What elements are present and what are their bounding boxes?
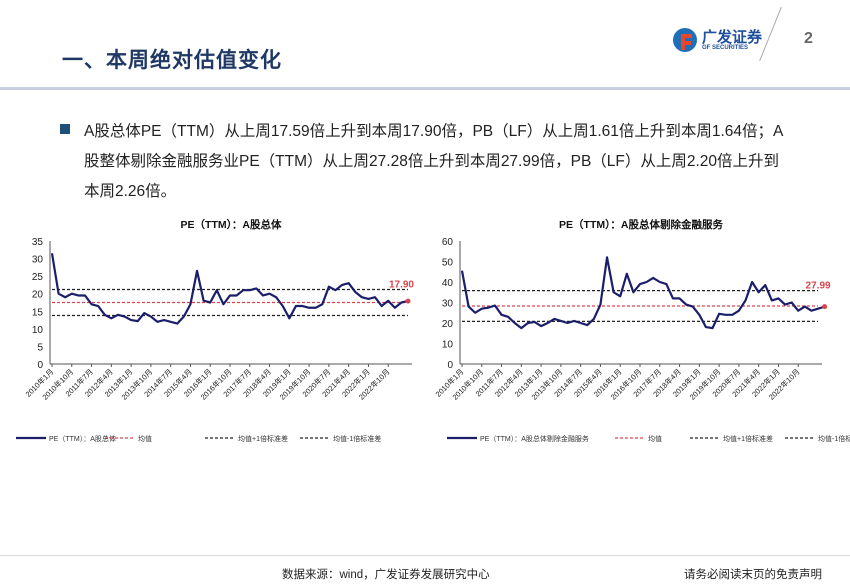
y-tick-label: 20 [32,290,44,301]
legend-series-label: PE（TTM）：A股总体剔除金融服务 [480,434,589,443]
y-tick-label: 50 [442,258,454,269]
data-source: 数据来源：wind，广发证券发展研究中心 [282,569,490,581]
y-tick-label: 10 [32,325,44,336]
y-tick-label: 60 [442,237,454,248]
page-number: 2 [804,30,813,47]
legend-series-label: PE（TTM）：A股总体 [49,434,116,443]
legend-plus-1sd-label: 均值+1倍标准差 [723,434,773,443]
page-title: 一、本周绝对估值变化 [62,49,282,72]
y-tick-label: 40 [442,278,454,289]
summary-text: A股总体PE（TTM）从上周17.59倍上升到本周17.90倍，PB（LF）从上… [84,123,784,200]
y-tick-label: 30 [32,255,44,266]
disclaimer: 请务必阅读末页的免责声明 [684,569,822,581]
y-tick-label: 30 [442,299,454,310]
logo-icon [673,28,697,52]
y-tick-label: 20 [442,319,454,330]
gf-securities-logo: 广发证券 GF SECURITIES [672,27,762,53]
footer-divider [0,555,850,556]
chart-title: PE（TTM）：A股总体 [181,218,282,231]
legend-plus-1sd-label: 均值+1倍标准差 [238,434,288,443]
divider [759,6,782,62]
legend-mean-label: 均值 [648,434,662,443]
y-tick-label: 0 [37,360,43,371]
pe-series-line [460,256,825,330]
legend-minus-1sd-label: 均值-1倍标准差 [333,434,381,443]
y-tick-label: 15 [32,307,44,318]
last-point-marker [822,304,828,310]
logo-text-cn: 广发证券 [702,28,763,46]
logo-text-en: GF SECURITIES [702,44,749,51]
bullet-icon [60,124,70,134]
pe-series-line [50,253,409,325]
y-tick-label: 25 [32,272,44,283]
header-divider [0,87,850,90]
legend-minus-1sd-label: 均值-1倍标准差 [818,434,850,443]
y-tick-label: 0 [447,360,453,371]
y-tick-label: 35 [32,237,44,248]
last-value-label: 27.99 [806,281,831,292]
last-value-label: 17.90 [389,279,414,290]
chart-title: PE（TTM）：A股总体剔除金融服务 [559,218,723,231]
y-tick-label: 10 [442,340,454,351]
y-tick-label: 5 [37,342,43,353]
legend-mean-label: 均值 [138,434,152,443]
chart-pe-a-share: PE（TTM）：A股总体051015202530352010年1月2010年10… [16,218,414,443]
chart-pe-ex-financial: PE（TTM）：A股总体剔除金融服务01020304050602010年1月20… [433,218,850,443]
last-point-marker [405,298,411,304]
